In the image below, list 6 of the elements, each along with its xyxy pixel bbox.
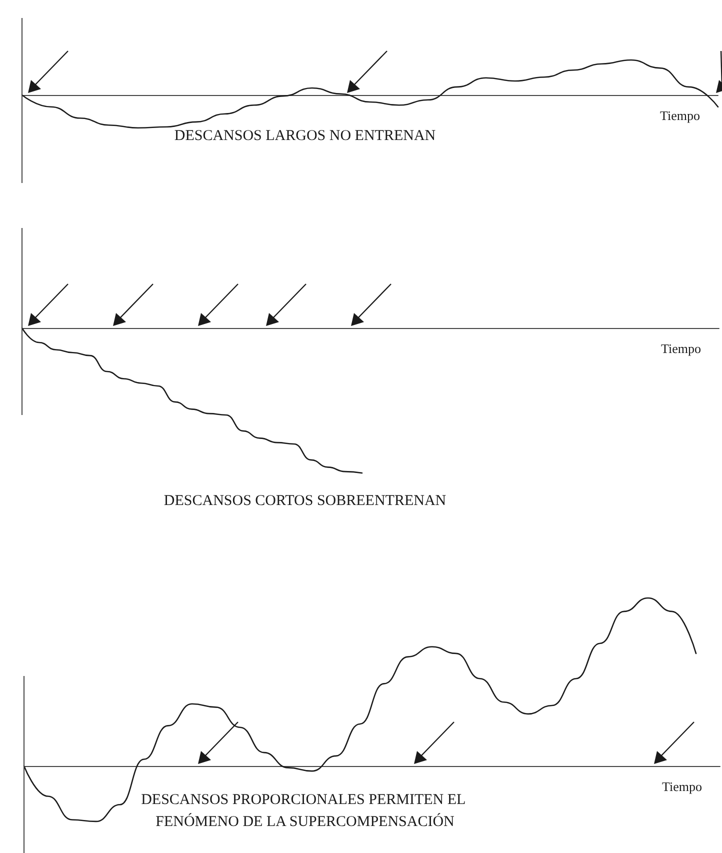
x-axis-title: Tiempo bbox=[660, 108, 700, 123]
text: DESCANSOS PROPORCIONALES PERMITEN EL FENÓMENO DE LA SUPERCOMPENSACIÓN bbox=[141, 792, 469, 830]
x-axis-title: Tiempo bbox=[661, 341, 701, 356]
x-axis-title: Tiempo bbox=[662, 779, 702, 794]
text: DESCANSOS CORTOS SOBREENTRENAN bbox=[164, 493, 446, 509]
text: DESCANSOS LARGOS NO ENTRENAN bbox=[174, 128, 436, 144]
